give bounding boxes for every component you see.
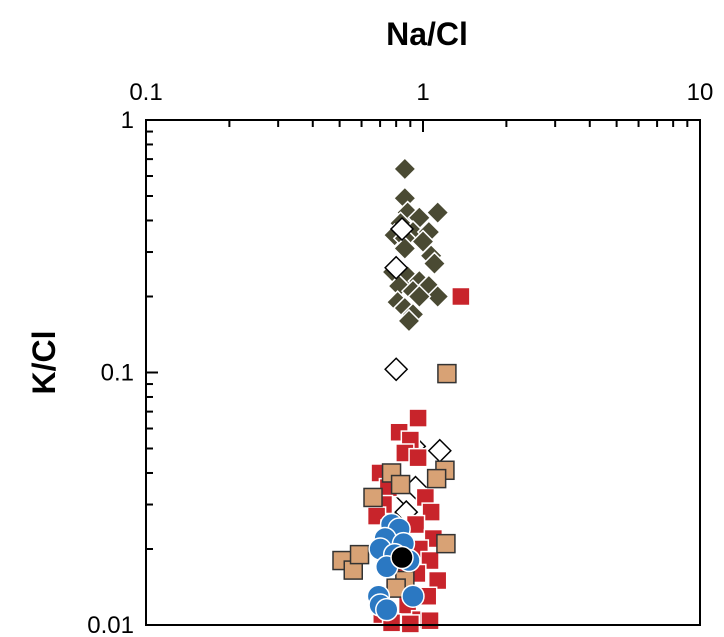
y-tick-label: 0.01 bbox=[87, 612, 134, 637]
x-tick-label: 1 bbox=[416, 79, 429, 106]
x-axis-title: Na/Cl bbox=[386, 16, 468, 52]
data-point-diamond bbox=[392, 156, 417, 182]
data-point-square bbox=[427, 570, 448, 591]
data-point-circle bbox=[390, 545, 414, 570]
axis-ticks bbox=[146, 120, 689, 550]
data-point-circle bbox=[401, 584, 425, 608]
y-tick-label: 1 bbox=[121, 107, 134, 134]
data-point-square bbox=[437, 363, 457, 384]
data-point-square bbox=[421, 502, 441, 522]
data-point-diamond bbox=[384, 357, 409, 382]
data-point-square bbox=[349, 544, 370, 565]
data-point-diamond bbox=[396, 308, 422, 334]
y-tick-label: 0.1 bbox=[101, 360, 134, 387]
data-point-square bbox=[363, 487, 383, 508]
data-point-diamond bbox=[425, 284, 450, 309]
data-point-diamond bbox=[425, 200, 450, 225]
data-point-square bbox=[390, 474, 411, 495]
data-point-square bbox=[451, 286, 471, 307]
x-tick-label: 0.1 bbox=[129, 79, 162, 106]
data-point-square bbox=[420, 610, 440, 631]
data-point-square bbox=[436, 533, 456, 554]
data-point-square bbox=[426, 468, 447, 489]
data-point-diamond bbox=[427, 438, 452, 463]
data-point-diamond bbox=[407, 284, 432, 309]
data-point-diamond bbox=[389, 216, 415, 242]
data-point-square bbox=[408, 447, 428, 468]
data-points bbox=[332, 156, 471, 634]
data-point-diamond bbox=[422, 251, 447, 276]
data-point-square bbox=[400, 614, 421, 634]
data-point-diamond bbox=[392, 236, 417, 261]
x-tick-label: 10 bbox=[687, 79, 714, 106]
data-point-circle bbox=[375, 597, 399, 622]
data-point-square bbox=[408, 408, 428, 428]
y-axis-title: K/Cl bbox=[26, 331, 62, 395]
data-point-diamond bbox=[384, 255, 409, 280]
